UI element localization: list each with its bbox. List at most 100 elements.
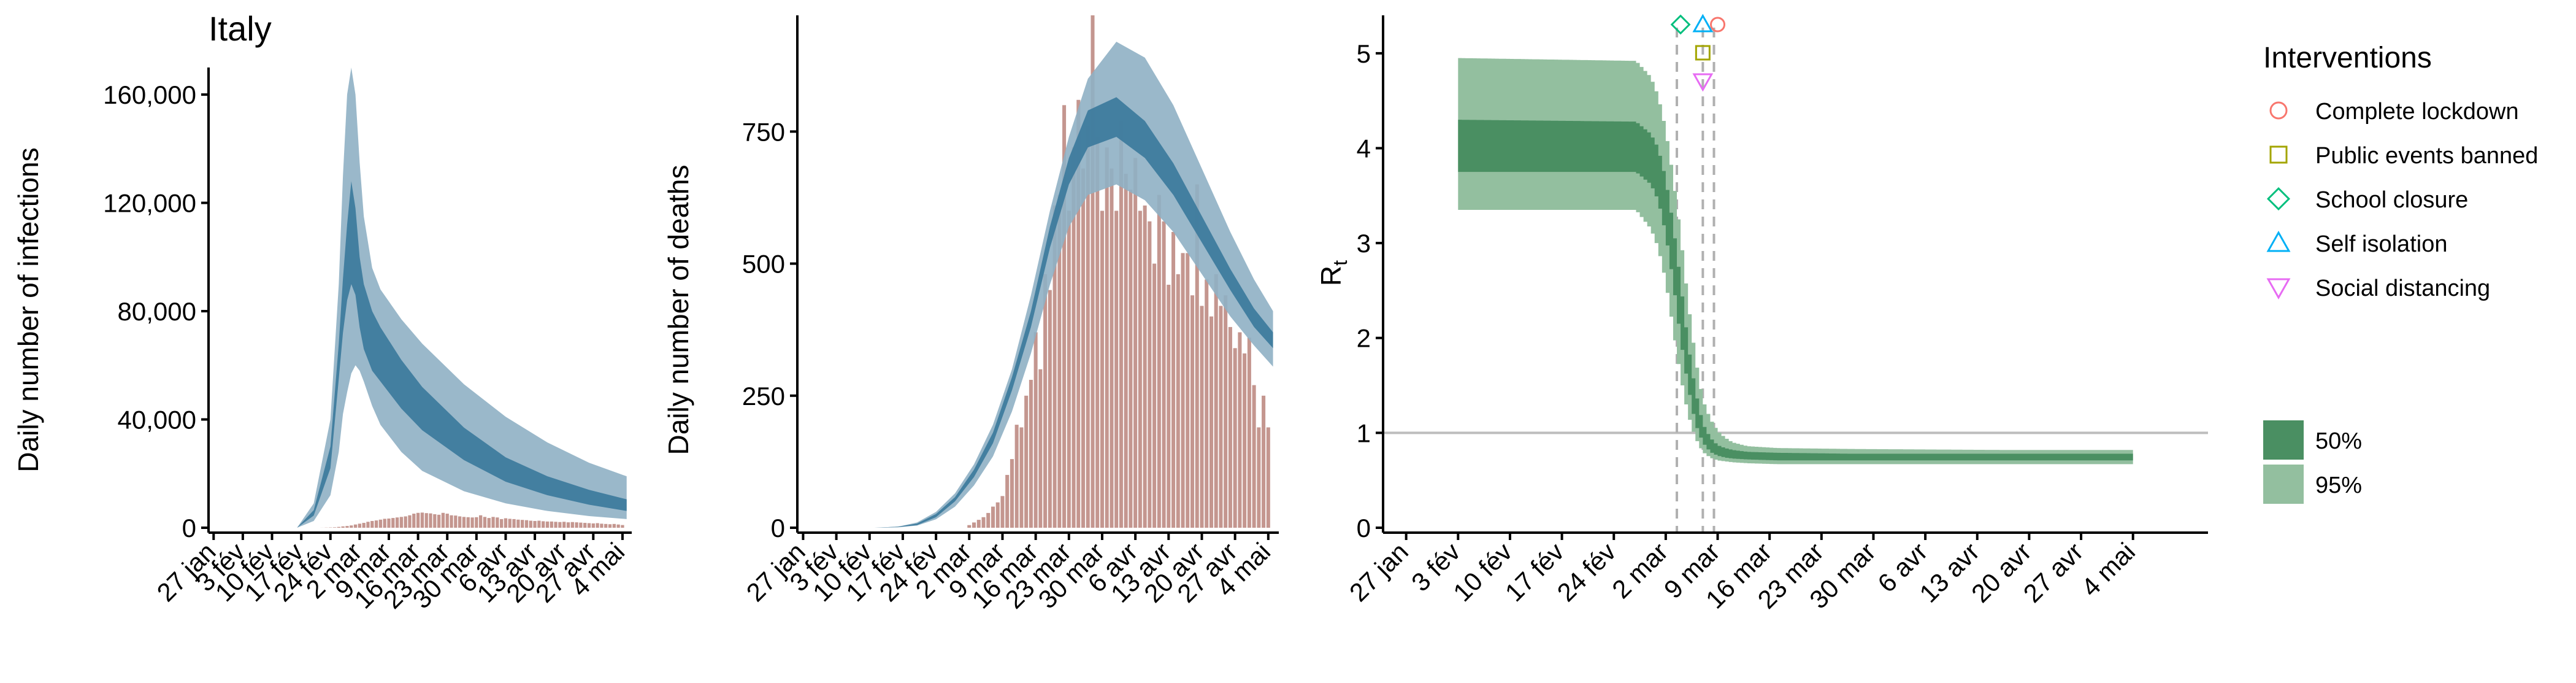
observed-bar <box>1081 168 1086 528</box>
observed-bar <box>1143 205 1147 528</box>
y-tick-label: 1 <box>1357 419 1371 447</box>
observed-bar <box>504 518 508 528</box>
y-tick-label: 500 <box>742 250 785 279</box>
observed-bar <box>1057 195 1062 528</box>
observed-bar <box>332 527 337 528</box>
x-tick-label: 17 fév <box>1500 537 1570 607</box>
observed-bar <box>454 515 458 528</box>
y-tick-label: 120,000 <box>103 189 196 218</box>
observed-bar <box>558 522 562 528</box>
observed-bar <box>550 521 553 528</box>
y-tick-label: 160,000 <box>103 80 196 109</box>
observed-bar <box>529 520 532 528</box>
observed-bar <box>508 519 512 528</box>
x-tick-label: 27 jan <box>1344 537 1414 607</box>
x-tick-label: 27 avr <box>2018 537 2089 608</box>
observed-bar <box>450 515 453 528</box>
observed-bar <box>1133 158 1138 528</box>
observed-bar <box>483 517 487 528</box>
observed-bar <box>466 517 470 528</box>
y-tick-label: 750 <box>742 117 785 146</box>
y-tick-label: 3 <box>1357 229 1371 258</box>
observed-bar <box>1171 231 1176 528</box>
y-tick-label: 2 <box>1357 324 1371 353</box>
legend-label: Public events banned <box>2315 143 2538 169</box>
observed-bar <box>341 526 345 528</box>
observed-bar <box>1205 279 1209 528</box>
observed-bar <box>575 522 578 528</box>
observed-bar <box>616 524 620 528</box>
observed-bar <box>1224 295 1228 528</box>
y-tick-label: 0 <box>771 514 785 542</box>
observed-bar <box>1214 274 1218 528</box>
observed-bar <box>1257 427 1261 528</box>
observed-bar <box>1233 348 1237 528</box>
x-tick-label: 13 avr <box>1914 537 1985 608</box>
rt-95-ribbon <box>1458 58 2133 465</box>
legend-label: 50% <box>2315 428 2362 454</box>
observed-bar <box>1119 121 1123 528</box>
observed-bar <box>1014 425 1019 528</box>
observed-bar <box>1024 395 1029 528</box>
observed-bar <box>350 525 353 528</box>
observed-bar <box>1105 147 1109 528</box>
legend-marker <box>2269 145 2288 164</box>
observed-bar <box>1048 290 1052 528</box>
observed-bar <box>562 522 566 528</box>
observed-bar <box>1252 385 1256 528</box>
observed-bar <box>1228 326 1232 528</box>
observed-bar <box>408 515 412 528</box>
y-tick-label: 80,000 <box>118 297 196 326</box>
observed-bar <box>429 513 432 528</box>
x-tick-label: 20 avr <box>1966 537 2037 608</box>
observed-bar <box>570 522 574 528</box>
legend-title: Interventions <box>2263 42 2432 74</box>
observed-bar <box>420 512 424 528</box>
observed-bar <box>1176 274 1180 528</box>
observed-bar <box>370 520 374 528</box>
x-tick-label: 24 fév <box>1551 537 1621 607</box>
legend-label: Self isolation <box>2315 231 2447 257</box>
observed-bar <box>1190 295 1195 528</box>
observed-bar <box>521 520 524 528</box>
observed-bar <box>1181 253 1185 528</box>
observed-bar <box>1167 285 1171 528</box>
rt-50-ribbon <box>1458 120 2133 461</box>
y-axis-title: Rt <box>1315 260 1351 286</box>
observed-bar <box>1067 210 1071 528</box>
observed-bar <box>412 514 416 528</box>
observed-bar <box>554 522 558 528</box>
observed-bar <box>533 520 537 528</box>
observed-bar <box>976 520 981 528</box>
observed-bar <box>1243 353 1247 528</box>
ribbon-95 <box>213 68 627 528</box>
observed-bar <box>1005 474 1010 528</box>
observed-bar <box>604 523 608 528</box>
intervention-marker <box>1670 14 1691 35</box>
legend-label: School closure <box>2315 187 2468 213</box>
x-tick-label: 10 fév <box>1447 537 1517 607</box>
observed-bar <box>433 514 437 528</box>
observed-bar <box>1186 253 1190 528</box>
observed-bar <box>1152 263 1157 528</box>
observed-bar <box>1209 316 1213 528</box>
observed-bar <box>458 516 462 528</box>
ribbon-50 <box>213 181 627 528</box>
observed-bar <box>587 523 591 528</box>
observed-bar <box>1038 369 1043 528</box>
observed-bar <box>374 520 378 528</box>
legend-marker <box>2266 187 2291 211</box>
observed-bar <box>345 526 349 528</box>
observed-bar <box>1052 205 1057 528</box>
observed-bar <box>1238 332 1242 528</box>
observed-bar <box>362 523 366 528</box>
observed-bar <box>1086 126 1090 528</box>
observed-bar <box>1124 174 1128 528</box>
observed-bar <box>600 523 604 528</box>
observed-bar <box>1247 338 1251 528</box>
intervention-marker <box>1695 45 1711 61</box>
